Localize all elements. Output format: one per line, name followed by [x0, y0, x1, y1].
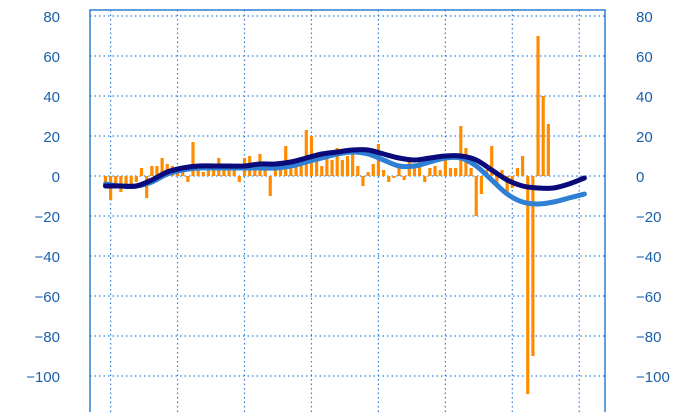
bar — [541, 96, 545, 176]
bar — [356, 166, 360, 176]
bar — [433, 166, 437, 176]
bar — [299, 160, 303, 176]
bar — [474, 176, 478, 216]
bar — [181, 170, 185, 176]
bar — [387, 176, 391, 182]
y-tick-label-right: −60 — [636, 289, 661, 306]
bar — [145, 176, 149, 198]
y-tick-label-left: 0 — [52, 169, 60, 186]
bar — [351, 154, 355, 176]
bar — [201, 172, 205, 176]
bar — [114, 176, 118, 184]
y-tick-label-left: −120 — [26, 409, 60, 412]
bar — [371, 164, 375, 176]
bar — [397, 164, 401, 176]
bar — [263, 168, 267, 176]
bar — [222, 168, 226, 176]
bar — [423, 176, 427, 182]
bar — [340, 160, 344, 176]
bar — [345, 156, 350, 176]
bar — [469, 168, 473, 176]
bar — [536, 36, 540, 176]
bar — [129, 176, 133, 186]
y-tick-label-right: −100 — [636, 369, 670, 386]
bar — [459, 126, 463, 176]
bar — [134, 176, 138, 182]
left-y-axis: 80 60 40 20 0 −20 −40 −60 −80 −100 −120 — [26, 9, 60, 412]
bar — [531, 176, 535, 356]
y-tick-label-left: −20 — [35, 209, 60, 226]
line-series — [102, 147, 587, 207]
plot-frame — [89, 9, 606, 412]
bar — [150, 166, 154, 176]
y-tick-label-right: 80 — [636, 9, 653, 26]
y-tick-label-right: 20 — [636, 129, 653, 146]
bar — [320, 166, 324, 176]
bar — [443, 154, 447, 176]
bar — [361, 176, 365, 186]
bar — [546, 124, 550, 176]
y-tick-label-right: 0 — [636, 169, 644, 186]
y-tick-label-right: −20 — [636, 209, 661, 226]
bar — [212, 168, 216, 176]
bar — [196, 166, 200, 176]
bar — [418, 160, 422, 176]
bar — [330, 160, 334, 176]
bar — [438, 170, 442, 176]
bar — [139, 168, 144, 176]
bar — [500, 170, 504, 176]
bar — [206, 170, 211, 176]
bar — [237, 176, 241, 182]
bar — [505, 176, 509, 196]
y-tick-label-left: −40 — [35, 249, 60, 266]
y-tick-label-right: −120 — [636, 409, 670, 412]
y-tick-label-right: −40 — [636, 249, 661, 266]
bar — [366, 172, 370, 176]
bar — [325, 156, 329, 176]
y-tick-label-right: −80 — [636, 329, 661, 346]
y-tick-label-left: −80 — [35, 329, 60, 346]
bar — [521, 156, 525, 176]
bar — [428, 168, 432, 176]
bar — [124, 176, 128, 188]
y-tick-label-left: 20 — [43, 129, 60, 146]
bar — [515, 168, 520, 176]
bar — [304, 130, 308, 176]
line-series-dark — [102, 147, 587, 191]
y-tick-label-left: −100 — [26, 369, 60, 386]
bar — [402, 176, 406, 180]
bar — [294, 162, 298, 176]
y-tick-label-left: 60 — [43, 49, 60, 66]
y-tick-label-right: 40 — [636, 89, 653, 106]
bar — [392, 176, 396, 178]
bar — [412, 166, 417, 176]
bar — [448, 168, 453, 176]
bar — [273, 166, 277, 176]
bar — [381, 170, 386, 176]
bar — [490, 146, 494, 176]
bar — [335, 148, 339, 176]
bar — [479, 176, 483, 194]
bar — [454, 168, 458, 176]
bar — [155, 166, 159, 176]
bar — [289, 166, 293, 176]
bar-series — [103, 36, 550, 394]
right-y-axis: 80 60 40 20 0 −20 −40 −60 −80 −100 −120 — [636, 9, 670, 412]
bar — [526, 176, 530, 394]
bar — [315, 160, 319, 176]
y-tick-label-left: −60 — [35, 289, 60, 306]
y-tick-label-left: 80 — [43, 9, 60, 26]
bar — [160, 158, 164, 176]
bar — [495, 176, 499, 184]
bar — [268, 176, 272, 196]
bar — [186, 176, 190, 182]
y-tick-label-right: 60 — [636, 49, 653, 66]
bar — [191, 142, 195, 176]
y-tick-label-left: 40 — [43, 89, 60, 106]
